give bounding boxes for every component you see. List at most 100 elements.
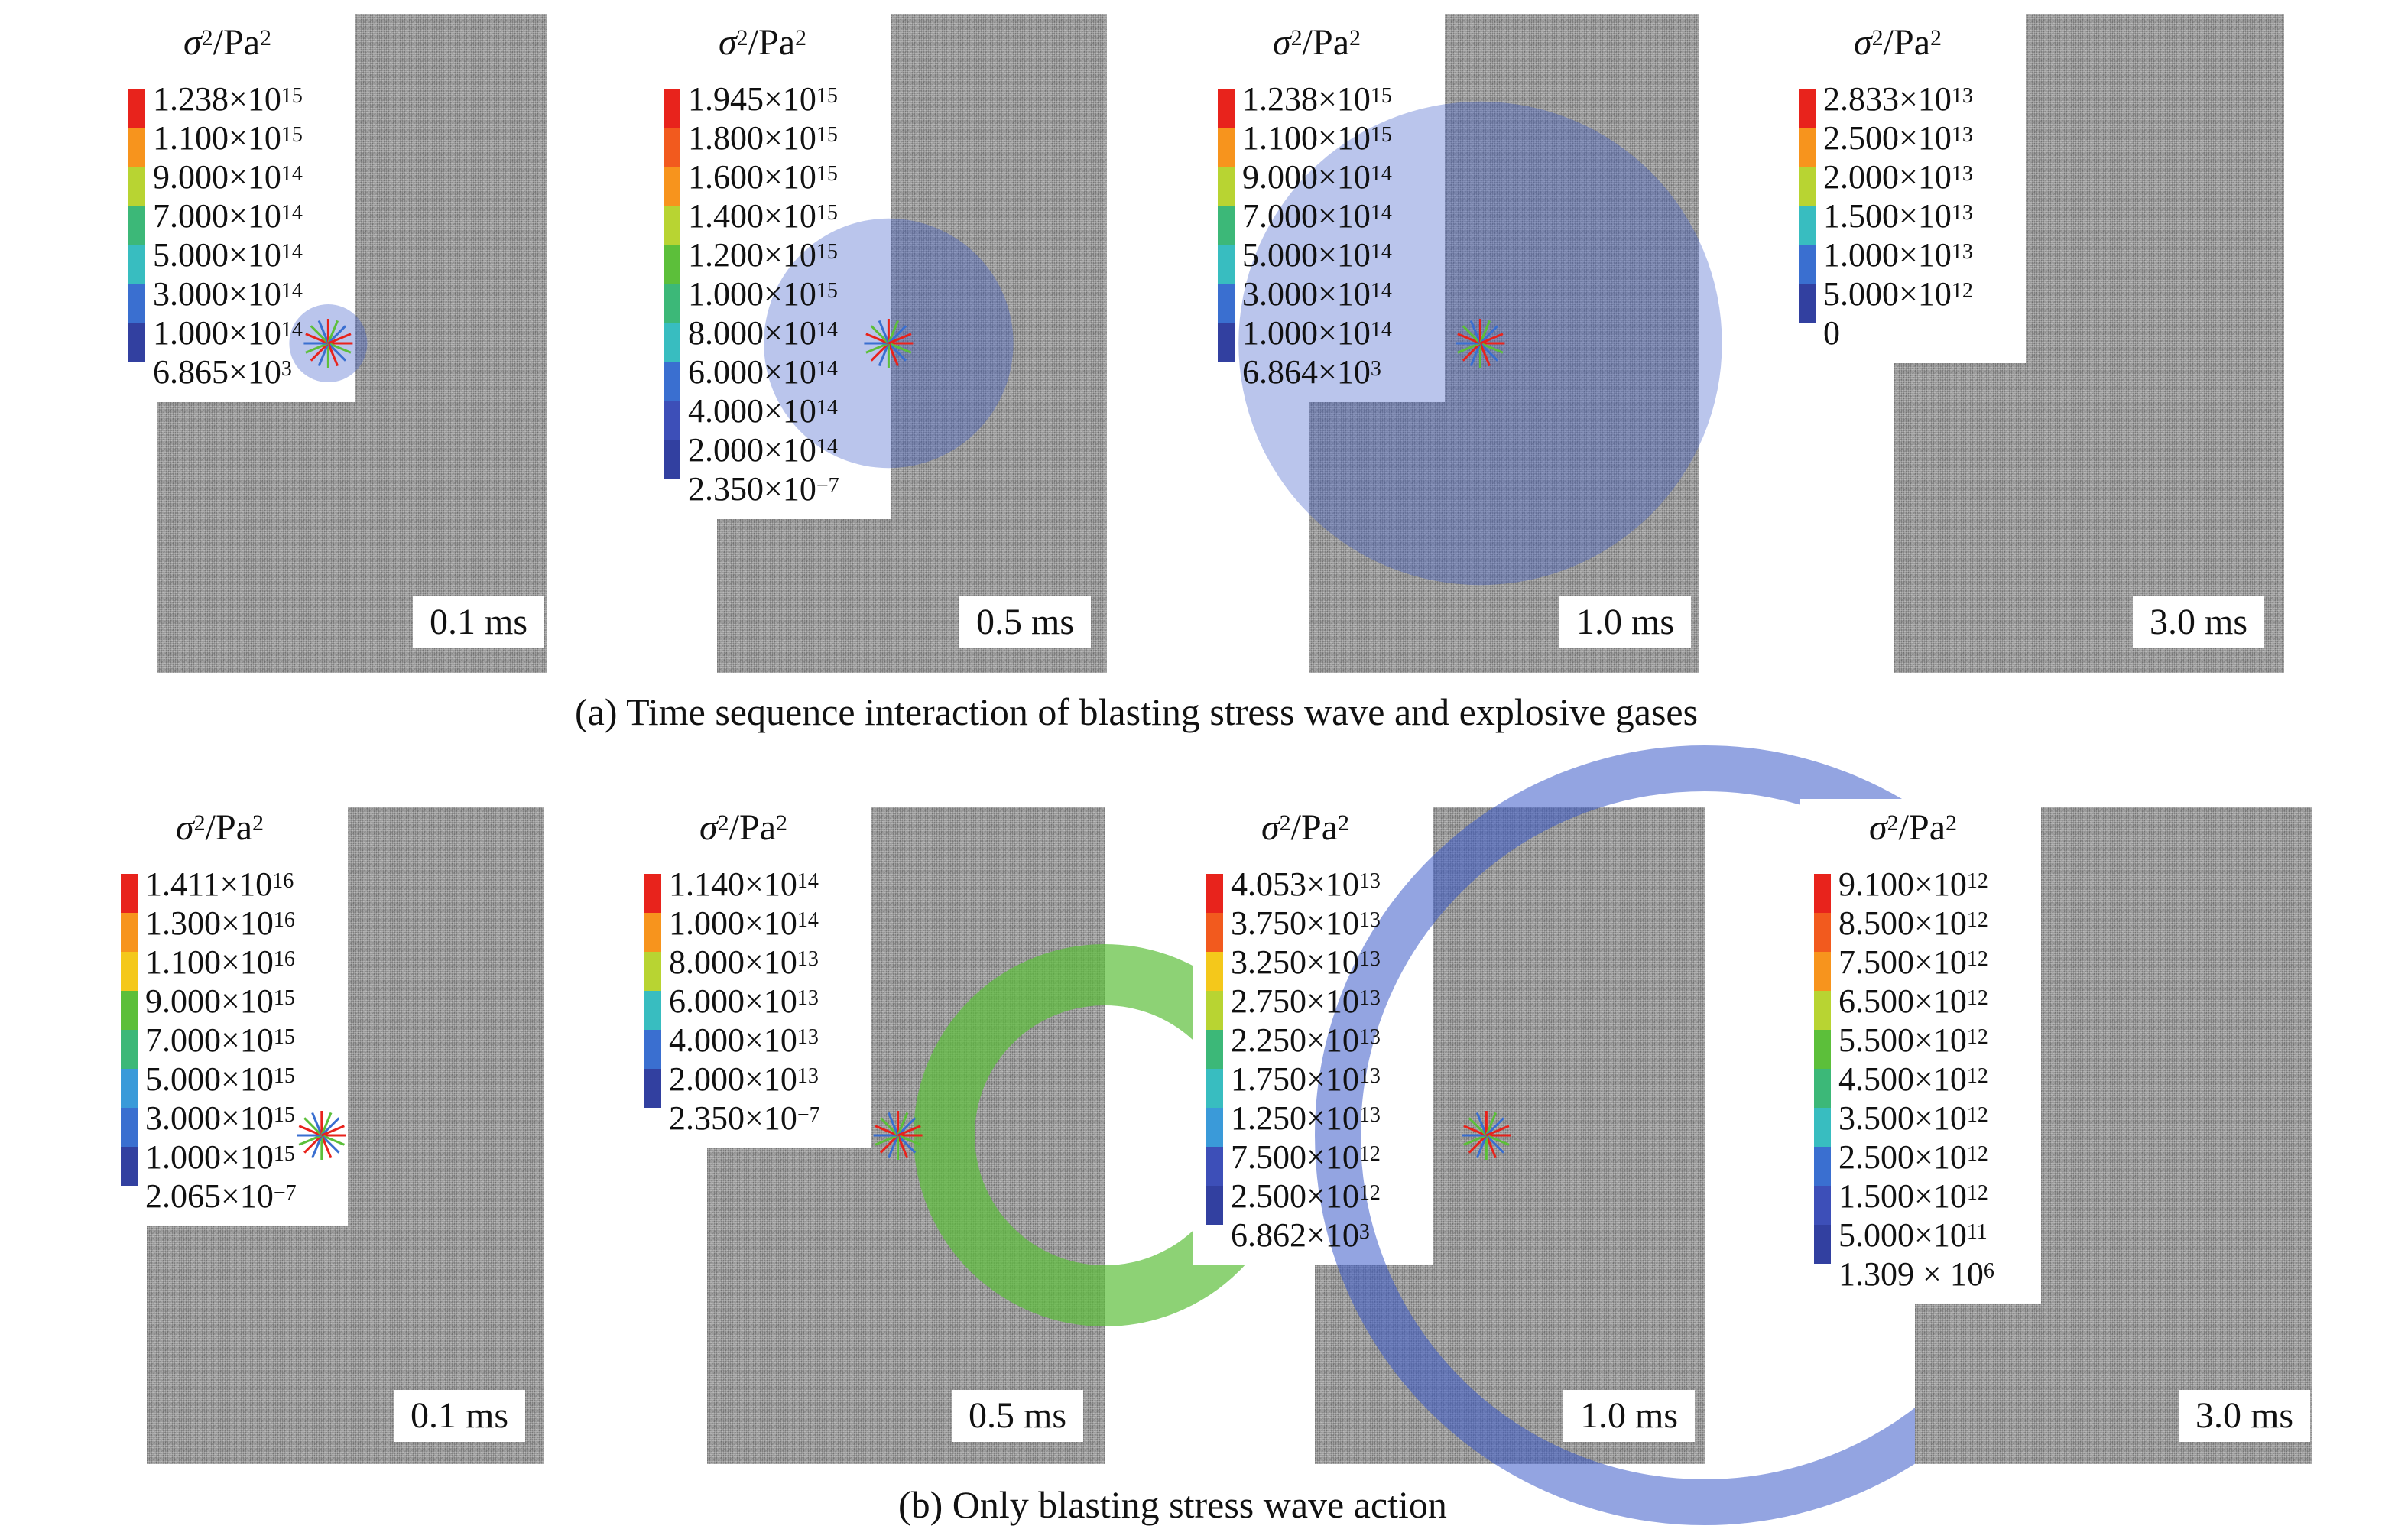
legend-value: 8.000×1013: [669, 943, 819, 981]
legend-value: 1.238×1015: [1242, 80, 1392, 118]
color-scale-segment: [128, 167, 145, 206]
color-scale-bar: [644, 874, 661, 1108]
color-scale-segment: [1206, 1030, 1223, 1069]
color-scale-segment: [664, 128, 680, 167]
legend-value: 2.500×1012: [1838, 1138, 1988, 1176]
legend-value: 1.238×1015: [153, 80, 303, 118]
color-scale-segment: [121, 1069, 138, 1108]
legend-value: 1.000×1015: [145, 1138, 295, 1176]
legend-value: 4.000×1014: [688, 392, 838, 430]
legend-value: 3.250×1013: [1231, 943, 1381, 981]
legend-value: 5.500×1012: [1838, 1021, 1988, 1059]
color-scale-segment: [1218, 245, 1235, 284]
color-scale-segment: [664, 167, 680, 206]
legend-value: 8.500×1012: [1838, 904, 1988, 942]
legend-background: [1204, 14, 1445, 402]
color-scale-segment: [121, 874, 138, 913]
legend-value: 1.750×1013: [1231, 1060, 1381, 1098]
color-scale-segment: [664, 206, 680, 245]
color-scale-segment: [1814, 991, 1831, 1030]
legend-value: 3.000×1014: [1242, 275, 1392, 313]
legend-value: 7.000×1015: [145, 1021, 295, 1059]
legend-value: 1.100×1015: [1242, 119, 1392, 157]
time-label: 0.5 ms: [952, 1390, 1084, 1442]
legend-value: 2.833×1013: [1823, 80, 1973, 118]
legend-value: 1.600×1015: [688, 158, 838, 196]
color-scale-segment: [644, 874, 661, 913]
color-scale-segment: [664, 362, 680, 401]
legend-value: 1.000×1014: [153, 314, 303, 352]
legend-value: 9.000×1015: [145, 982, 295, 1020]
color-scale-bar: [1799, 89, 1816, 323]
color-scale-segment: [1814, 874, 1831, 913]
color-scale-segment: [1799, 206, 1816, 245]
color-scale-segment: [1799, 128, 1816, 167]
legend-value: 5.000×1011: [1838, 1216, 1988, 1254]
color-scale-segment: [1814, 913, 1831, 952]
legend-background: [107, 799, 348, 1226]
color-scale-segment: [1218, 128, 1235, 167]
legend-value: 2.500×1013: [1823, 119, 1973, 157]
legend-value: 6.865×103: [153, 353, 292, 391]
color-scale-segment: [664, 323, 680, 362]
time-label: 0.1 ms: [413, 596, 545, 648]
color-scale-segment: [644, 1030, 661, 1069]
legend-value: 1.411×1016: [145, 865, 294, 903]
color-scale-segment: [1814, 1186, 1831, 1225]
legend-value: 4.053×1013: [1231, 865, 1381, 903]
legend-value: 1.250×1013: [1231, 1099, 1381, 1137]
color-scale-segment: [1814, 1147, 1831, 1186]
legend-value: 9.000×1014: [153, 158, 303, 196]
time-label: 1.0 ms: [1563, 1390, 1696, 1442]
figure-caption: (b) Only blasting stress wave action: [898, 1483, 1447, 1526]
legend-value: 2.065×10−7: [145, 1177, 297, 1215]
rock-model-panel: [1915, 807, 2312, 1464]
legend-value: 4.000×1013: [669, 1021, 819, 1059]
color-scale-segment: [1814, 1030, 1831, 1069]
color-scale-bar: [128, 89, 145, 362]
color-scale-segment: [121, 1030, 138, 1069]
legend-value: 6.862×103: [1231, 1216, 1370, 1254]
color-scale-segment: [1814, 1108, 1831, 1147]
legend-value: 7.000×1014: [153, 197, 303, 235]
legend-title: σ2/Pa2: [176, 807, 264, 848]
legend-value: 6.864×103: [1242, 353, 1381, 391]
legend-value: 1.500×1012: [1838, 1177, 1988, 1215]
color-scale-segment: [1206, 952, 1223, 991]
legend-background: [1193, 799, 1433, 1265]
color-scale-segment: [1799, 89, 1816, 128]
legend-value: 2.250×1013: [1231, 1021, 1381, 1059]
legend-value: 0: [1823, 314, 1840, 352]
time-label: 3.0 ms: [2133, 596, 2265, 648]
color-scale-segment: [1206, 913, 1223, 952]
figure-caption: (a) Time sequence interaction of blastin…: [575, 690, 1699, 733]
color-scale-segment: [121, 991, 138, 1030]
legend-value: 7.500×1012: [1838, 943, 1988, 981]
color-scale-segment: [664, 284, 680, 323]
color-scale-segment: [664, 89, 680, 128]
color-scale-segment: [1814, 1069, 1831, 1108]
color-scale-segment: [128, 284, 145, 323]
legend-value: 2.350×10−7: [669, 1099, 820, 1137]
legend-value: 3.500×1012: [1838, 1099, 1988, 1137]
color-scale-segment: [121, 952, 138, 991]
legend-value: 1.300×1016: [145, 904, 295, 942]
color-scale-segment: [121, 1147, 138, 1186]
legend-value: 2.000×1013: [669, 1060, 819, 1098]
legend-value: 1.800×1015: [688, 119, 838, 157]
legend-value: 3.000×1015: [145, 1099, 295, 1137]
color-scale-segment: [121, 913, 138, 952]
legend-value: 8.000×1014: [688, 314, 838, 352]
legend-title: σ2/Pa2: [1854, 22, 1942, 63]
color-scale-segment: [1218, 284, 1235, 323]
color-scale-segment: [1814, 1225, 1831, 1264]
legend-title: σ2/Pa2: [183, 22, 272, 63]
legend-title: σ2/Pa2: [1261, 807, 1350, 848]
color-scale-segment: [1206, 991, 1223, 1030]
color-scale-segment: [1799, 245, 1816, 284]
color-scale-segment: [1218, 323, 1235, 362]
legend-value: 2.000×1013: [1823, 158, 1973, 196]
